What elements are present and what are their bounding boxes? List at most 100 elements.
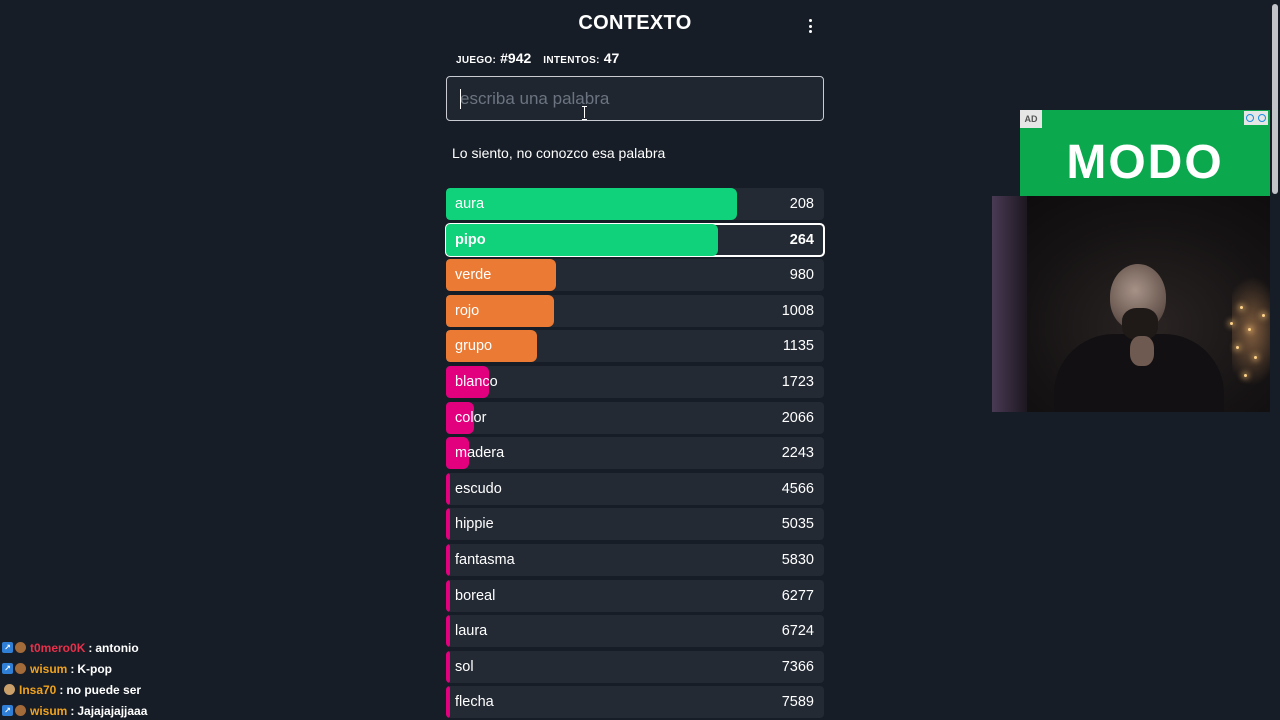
guess-row: laura 6724 (446, 615, 824, 648)
guess-row: pipo 264 (445, 222, 825, 257)
prime-badge-icon: ↗ (2, 642, 13, 653)
text-caret (460, 89, 461, 109)
chat-username[interactable]: wisum (30, 703, 68, 718)
guess-rank: 208 (789, 196, 814, 212)
guess-row: madera 2243 (446, 437, 824, 470)
chat-username[interactable]: t0mero0K (30, 640, 86, 655)
chat-username[interactable]: wisum (30, 661, 68, 676)
game-stats: JUEGO: #942 INTENTOS: 47 (456, 50, 627, 66)
chat-message: Insa70: no puede ser (2, 679, 302, 700)
scrollbar-thumb[interactable] (1272, 4, 1278, 194)
chat-message: ↗ wisum: K-pop (2, 658, 302, 679)
guess-word: verde (455, 267, 492, 284)
guess-row: aura 208 (446, 188, 824, 220)
proximity-bar (446, 223, 719, 256)
contexto-app: CONTEXTO JUEGO: #942 INTENTOS: 47 Lo sie… (445, 0, 825, 720)
guess-word: madera (455, 445, 505, 462)
proximity-bar (446, 543, 450, 576)
guess-rank: 5830 (781, 551, 814, 568)
chat-text: antonio (95, 640, 139, 655)
page-scrollbar[interactable] (1270, 0, 1280, 720)
chat-message: ↗ wisum: Jajajajajjaaa (2, 700, 302, 720)
proximity-bar (446, 401, 475, 434)
word-input-container (446, 76, 824, 121)
cap-badge-icon (4, 684, 15, 695)
guess-word: escudo (455, 480, 502, 497)
chat-text: Jajajajajjaaa (77, 703, 148, 718)
guess-rank: 5035 (781, 516, 814, 533)
guess-row: escudo 4566 (446, 472, 824, 505)
guess-word: grupo (455, 338, 493, 355)
proximity-bar (446, 437, 469, 470)
guess-rank: 1008 (781, 302, 814, 319)
guess-row: hippie 5035 (446, 508, 824, 541)
chat-separator: : (70, 703, 75, 718)
chat-separator: : (59, 682, 64, 697)
guess-word: flecha (455, 694, 494, 711)
guess-row: sol 7366 (446, 650, 824, 683)
sub-badge-icon (15, 663, 26, 674)
guess-row: rojo 1008 (446, 294, 824, 327)
ad-info-icon[interactable] (1244, 111, 1268, 125)
game-label: JUEGO: (456, 55, 497, 66)
guess-word: pipo (455, 231, 486, 248)
guess-rank: 6277 (781, 587, 814, 604)
guess-rank: 2066 (781, 409, 814, 426)
advertisement[interactable]: AD MODO (1020, 110, 1270, 196)
proximity-bar (446, 188, 738, 220)
guess-rank: 1723 (781, 373, 814, 390)
guess-word: blanco (455, 373, 498, 390)
attempts-count: 47 (603, 50, 620, 66)
game-number: #942 (500, 50, 532, 66)
proximity-bar (446, 508, 450, 541)
guess-rank: 7589 (781, 694, 814, 711)
guess-word: fantasma (455, 551, 515, 568)
guess-row: color 2066 (446, 401, 824, 434)
proximity-bar (446, 330, 537, 363)
chat-text: K-pop (77, 661, 112, 676)
guess-rank: 6724 (781, 623, 814, 640)
guess-row: fantasma 5830 (446, 543, 824, 576)
proximity-bar (446, 686, 450, 719)
guess-word: aura (455, 196, 485, 212)
proximity-bar (446, 615, 450, 648)
kebab-menu-icon[interactable] (804, 16, 816, 36)
guess-row: grupo 1135 (446, 330, 824, 363)
page-title: CONTEXTO (578, 12, 692, 34)
prime-badge-icon: ↗ (2, 705, 13, 716)
proximity-bar (446, 472, 450, 505)
guess-rank: 4566 (781, 480, 814, 497)
guess-row: flecha 7589 (446, 686, 824, 719)
ibeam-cursor-icon (582, 106, 588, 120)
sub-badge-icon (15, 642, 26, 653)
chat-text: no puede ser (66, 682, 142, 697)
proximity-bar (446, 294, 554, 327)
stream-chat: ↗ t0mero0K: antonio ↗ wisum: K-pop Insa70: no p… (2, 637, 302, 720)
word-input[interactable] (447, 77, 823, 120)
proximity-bar (446, 579, 450, 612)
header: CONTEXTO (446, 12, 824, 40)
guess-rank: 1135 (782, 338, 814, 355)
proximity-bar (446, 365, 490, 398)
prime-badge-icon: ↗ (2, 663, 13, 674)
guess-rank: 980 (789, 267, 814, 284)
guess-list: aura 208 pipo 264 verde 980 rojo 1008 grupo 1135 b… (445, 188, 825, 720)
guess-word: boreal (455, 587, 496, 604)
webcam-feed (992, 196, 1280, 412)
guess-row: verde 980 (446, 259, 824, 292)
chat-message: ↗ t0mero0K: antonio (2, 637, 302, 658)
attempts-label: INTENTOS: (543, 55, 600, 66)
feedback-message: Lo siento, no conozco esa palabra (452, 145, 666, 161)
ad-logo: MODO (1066, 136, 1224, 189)
guess-row: blanco 1723 (446, 365, 824, 398)
guess-word: laura (455, 623, 488, 640)
sub-badge-icon (15, 705, 26, 716)
guess-rank: 7366 (781, 658, 814, 675)
guess-word: sol (455, 658, 474, 675)
guess-rank: 264 (789, 231, 814, 248)
guess-word: color (455, 409, 487, 426)
chat-username[interactable]: Insa70 (19, 682, 57, 697)
guess-rank: 2243 (781, 445, 814, 462)
chat-separator: : (70, 661, 75, 676)
guess-row: boreal 6277 (446, 579, 824, 612)
